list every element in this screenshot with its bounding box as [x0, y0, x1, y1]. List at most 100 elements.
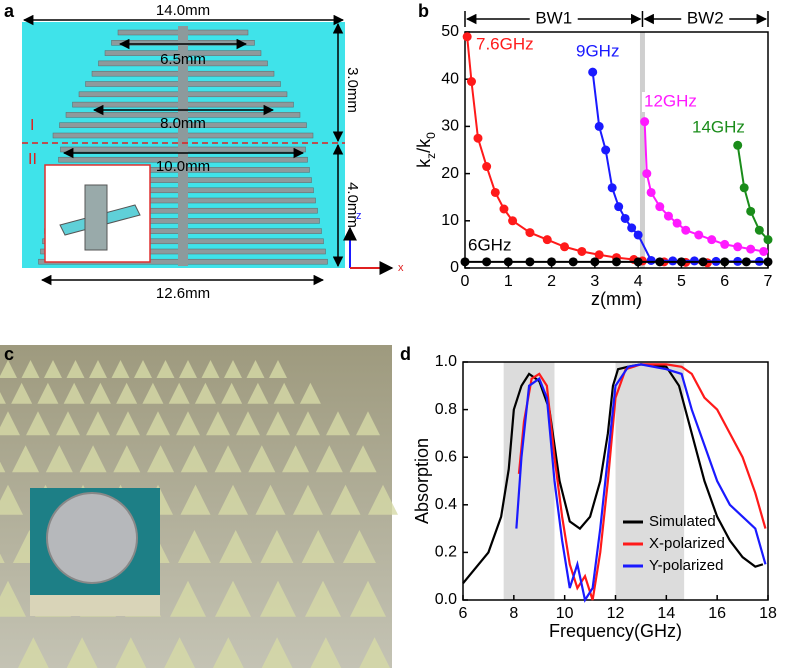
pyramid [260, 580, 296, 617]
pyramid [310, 637, 342, 668]
pyramid [214, 445, 242, 473]
pyramid [349, 445, 377, 473]
pyramid [359, 637, 390, 668]
marker [633, 230, 643, 240]
pyramid [368, 484, 398, 515]
pyramid [194, 382, 216, 404]
pyramid [201, 360, 220, 378]
pyramid [299, 382, 321, 404]
pyramid [115, 637, 147, 668]
marker [614, 202, 624, 212]
pyramid [180, 445, 208, 473]
pyramid [0, 553, 5, 563]
x-tick-label: 3 [590, 273, 599, 290]
y-tick-label: 0.0 [435, 591, 457, 608]
marker [698, 257, 708, 267]
band-label: BW1 [535, 8, 572, 27]
marker [754, 225, 764, 235]
marker [560, 242, 570, 252]
dim-label: 8.0mm [160, 115, 206, 132]
y-axis-label-part: /k [414, 138, 434, 153]
series-name-bg [574, 42, 612, 62]
dim-label: 14.0mm [156, 2, 210, 19]
series-name: 14GHz [692, 117, 745, 136]
marker [503, 257, 513, 267]
y-tick-label: 10 [441, 212, 459, 229]
band-label: BW2 [687, 8, 724, 27]
pyramid [326, 411, 350, 436]
pyramid [356, 411, 380, 436]
pyramid [236, 411, 260, 436]
x-tick-label: 10 [556, 605, 574, 622]
y-tick-label: 0.8 [435, 401, 457, 418]
x-tick-label: 0 [461, 273, 470, 290]
series-line [515, 363, 767, 603]
marker [460, 257, 470, 267]
pyramid [17, 637, 49, 668]
pyramid [168, 382, 190, 404]
marker [646, 255, 656, 265]
dim-label: 6.5mm [160, 51, 206, 68]
series-name-bg [466, 236, 504, 256]
pyramid [66, 360, 85, 378]
pyramid [170, 580, 206, 617]
pyramid [260, 530, 294, 563]
marker [759, 246, 769, 256]
pyramid [26, 411, 50, 436]
divider [639, 32, 645, 268]
pyramid [224, 360, 242, 378]
pyramid [0, 580, 26, 617]
y-tick-label: 0.4 [435, 496, 457, 513]
y-tick-label: 0 [450, 259, 459, 276]
marker [612, 257, 621, 267]
inset-photo-strip [30, 595, 160, 616]
x-tick-label: 6 [459, 605, 468, 622]
pyramid [248, 445, 276, 473]
x-axis-label: z(mm) [591, 289, 642, 309]
pyramid [0, 411, 20, 436]
pyramid [56, 411, 80, 436]
pyramid [156, 360, 175, 378]
pyramid [206, 411, 230, 436]
legend-label: X-polarized [649, 535, 725, 552]
pyramid [261, 637, 293, 668]
legend-label: Simulated [649, 513, 716, 530]
marker [627, 223, 637, 233]
pyramid [273, 382, 295, 404]
pyramid [113, 445, 141, 473]
y-axis-label-part: z [424, 153, 438, 159]
x-tick-label: 18 [759, 605, 777, 622]
marker [508, 216, 518, 226]
pyramid [255, 484, 286, 515]
pyramid [66, 637, 98, 668]
marker [607, 183, 617, 193]
y-tick-label: 40 [441, 70, 459, 87]
x-tick-label: 16 [708, 605, 726, 622]
marker [672, 218, 682, 228]
band-label-bg [529, 9, 578, 29]
pyramid [219, 530, 253, 563]
marker [694, 230, 704, 240]
band-label-bg [681, 9, 730, 29]
y-tick-label: 30 [441, 118, 459, 135]
series-name-bg [690, 118, 738, 138]
series-line [736, 145, 769, 241]
pyramid [44, 360, 62, 378]
pyramid [315, 445, 343, 473]
pyramid [177, 530, 211, 563]
y-tick-label: 1.0 [435, 353, 457, 370]
panel-label: c [4, 344, 14, 364]
marker [646, 187, 656, 197]
pyramid [63, 382, 85, 404]
grating-stem [178, 26, 188, 266]
x-tick-label: 1 [504, 273, 513, 290]
inset-shape [84, 184, 108, 251]
marker [525, 257, 535, 267]
series-line [517, 363, 767, 601]
pyramid [266, 411, 290, 436]
panel-label: a [4, 1, 15, 21]
marker [720, 239, 730, 249]
marker [681, 225, 691, 235]
legend-label: Y-polarized [649, 557, 724, 574]
